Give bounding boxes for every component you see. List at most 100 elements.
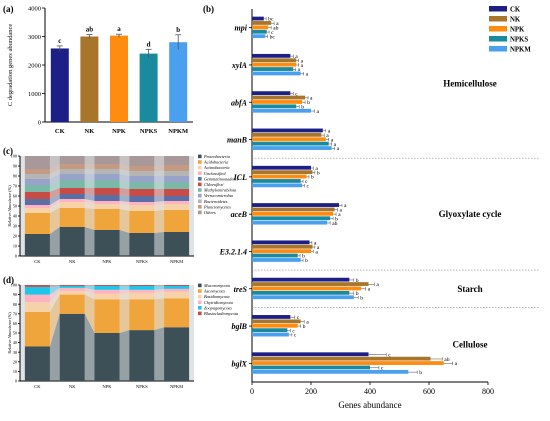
c-flow-ribbon <box>84 188 95 195</box>
c-y-tick-label: 20 <box>13 234 17 239</box>
b-gene-label: aceB <box>231 210 248 219</box>
c-flow-ribbon <box>49 180 60 192</box>
d-y-axis-title: Relative Abundance (%) <box>7 312 12 354</box>
b-bar <box>252 211 334 216</box>
b-legend-swatch <box>489 46 507 52</box>
c-stack-segment <box>59 199 85 202</box>
c-stack-segment <box>59 227 85 256</box>
b-sig-letter: bc <box>270 34 276 40</box>
b-bar <box>252 356 431 361</box>
b-bar <box>252 207 335 212</box>
b-bar <box>252 244 313 249</box>
b-sig-letter: a <box>295 54 298 60</box>
b-sig-letter: a <box>306 72 309 78</box>
c-stack-segment <box>59 169 85 174</box>
b-bar <box>252 108 311 113</box>
a-bar <box>169 42 188 123</box>
a-sig-letter: c <box>58 37 61 45</box>
d-stack-segment <box>164 291 190 299</box>
c-stack-segment <box>59 174 85 180</box>
b-sig-letter: c <box>297 315 300 321</box>
c-legend-swatch <box>198 210 202 215</box>
b-sig-letter: ab <box>273 25 278 31</box>
c-flow-ribbon <box>154 196 165 202</box>
d-legend-label: Chytridiomycota <box>204 300 233 305</box>
b-sig-letter: b <box>303 324 306 330</box>
b-x-tick-label: 0 <box>250 387 254 396</box>
d-flow-ribbon <box>84 313 95 381</box>
c-flow-ribbon <box>49 169 60 179</box>
b-sig-letter: b <box>307 100 310 106</box>
panel-d: (d) 0 10 20 30 40 50 60 70 80 90 100 Relative Abunda… <box>3 275 238 389</box>
c-y-axis-title: Relative Abundance (%) <box>7 185 12 227</box>
a-y-tick-label: 0 <box>38 120 41 127</box>
c-stack-segment <box>164 210 190 232</box>
b-bar <box>252 286 362 291</box>
c-stack-segment <box>129 205 155 211</box>
c-stack-segment <box>24 179 50 185</box>
c-stack-segment <box>59 164 85 169</box>
c-flow-ribbon <box>119 188 130 196</box>
c-stack-segment <box>129 196 155 202</box>
d-flow-ribbon <box>84 285 95 290</box>
a-sig-letter: a <box>117 25 121 33</box>
c-stack-segment <box>94 230 120 256</box>
c-legend-swatch <box>198 177 202 181</box>
d-y-tick-label: 0 <box>15 379 17 384</box>
b-sig-letter: c <box>388 352 391 358</box>
b-bar <box>252 295 354 300</box>
d-flow-ribbon <box>119 285 130 286</box>
c-x-tick-label: NPKS <box>136 259 148 264</box>
a-bar <box>80 36 99 122</box>
b-bar <box>252 323 298 328</box>
a-sig-letter: d <box>147 40 151 48</box>
c-legend-label: Unclassified <box>204 171 226 176</box>
c-stack-segment <box>59 156 85 164</box>
d-y-tick-label: 10 <box>13 369 17 374</box>
c-stack-segment <box>164 189 190 196</box>
d-stack-segment <box>94 285 120 286</box>
c-stack-segment <box>24 174 50 179</box>
d-stack-segment <box>129 292 155 300</box>
c-stack-segment <box>129 176 155 182</box>
b-bar <box>252 258 301 262</box>
d-y-tick-label: 100 <box>11 283 17 288</box>
c-flow-ribbon <box>154 232 165 256</box>
c-stack-segment <box>164 232 190 256</box>
c-flow-ribbon <box>119 174 130 182</box>
a-y-tick-label: 4000 <box>28 6 41 13</box>
c-flow-ribbon <box>119 195 130 202</box>
c-legend-swatch <box>198 199 202 203</box>
d-stack-segment <box>94 285 120 290</box>
c-stack-segment <box>24 185 50 192</box>
d-flow-ribbon <box>49 287 60 303</box>
b-bar <box>252 332 289 337</box>
c-flow-ribbon <box>84 164 95 169</box>
b-bar <box>252 290 350 295</box>
b-bar <box>252 369 409 374</box>
c-flow-ribbon <box>84 202 95 209</box>
b-bar <box>252 104 297 109</box>
b-gene-label: bglB <box>231 322 247 331</box>
b-sig-letter: a <box>315 249 318 255</box>
b-bar <box>252 128 323 133</box>
b-sig-letter: a <box>331 137 334 143</box>
b-sig-letter: c <box>295 91 298 97</box>
a-sig-letter: b <box>176 26 180 34</box>
b-sig-letter: c <box>307 183 310 189</box>
c-x-tick-label: NK <box>69 259 76 264</box>
c-flow-ribbon <box>84 199 95 204</box>
b-sig-letter: a <box>376 282 379 288</box>
b-bar <box>252 352 369 357</box>
a-bar <box>139 53 158 122</box>
b-bar <box>252 282 369 286</box>
c-flow-ribbon <box>119 156 130 166</box>
d-stack-segment <box>59 287 85 291</box>
b-legend-label: NPKS <box>510 37 528 44</box>
a-bar <box>110 35 128 122</box>
b-gene-label: abfA <box>231 98 248 107</box>
b-gene-label: treS <box>234 285 248 294</box>
d-y-tick-label: 90 <box>13 292 17 297</box>
b-bar <box>252 58 297 63</box>
b-gene-label: E3.2.1.4 <box>219 247 247 256</box>
